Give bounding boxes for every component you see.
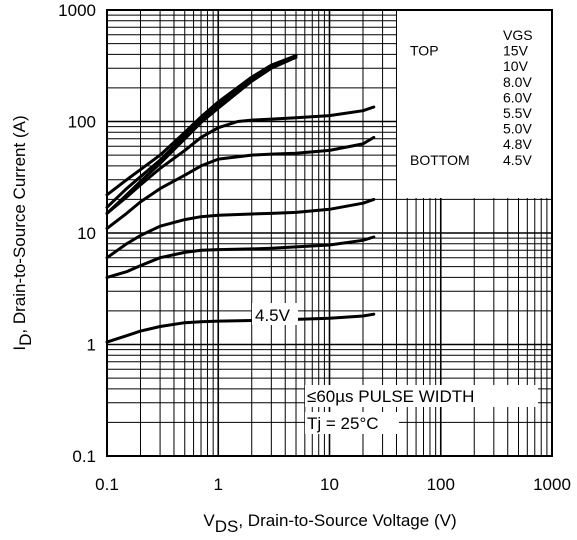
legend-entry: 4.5V [503, 152, 532, 168]
x-tick-label: 1 [214, 475, 223, 494]
legend-entry: 5.5V [503, 105, 532, 121]
legend: VGS TOP BOTTOM 15V10V8.0V6.0V5.5V5.0V4.8… [410, 27, 533, 168]
x-tick-label: 1000 [533, 475, 571, 494]
series-label-bg [252, 303, 298, 325]
y-axis-label: ID, Drain-to-Source Current (A) [10, 115, 35, 350]
y-tick-label: 1 [87, 336, 96, 355]
legend-box [397, 11, 551, 198]
x-axis-label: VDS, Drain-to-Source Voltage (V) [203, 511, 456, 536]
series-label-layer: 4.5V [252, 303, 298, 325]
series-label-4-5v: 4.5V [255, 306, 291, 325]
series-line-8-0v [105, 58, 293, 215]
tj-annotation: Tj = 25°C [307, 414, 379, 433]
series-line-5-5v [105, 135, 376, 230]
series-line-4-8v [105, 235, 376, 279]
y-tick-label: 0.1 [72, 447, 96, 466]
legend-entry: 8.0V [503, 74, 532, 90]
series-line-10v [105, 56, 298, 209]
series-lines [105, 54, 376, 344]
plot-frame [106, 9, 553, 457]
legend-entry: 4.8V [503, 136, 532, 152]
y-tick-label: 1000 [58, 1, 96, 20]
legend-top-label: TOP [410, 43, 439, 59]
pulse-annotation-bg [305, 385, 538, 407]
legend-entry: 15V [503, 43, 529, 59]
legend-entry: 10V [503, 58, 529, 74]
x-tick-label: 0.1 [95, 475, 119, 494]
series-line-4-5v [105, 312, 376, 344]
legend-entry: 6.0V [503, 89, 532, 105]
tj-annotation-bg [305, 412, 399, 434]
y-tick-label: 100 [68, 113, 96, 132]
legend-entry: 5.0V [503, 121, 532, 137]
pulse-width-annotation: ≤60µs PULSE WIDTH [307, 387, 474, 406]
legend-bottom-label: BOTTOM [410, 152, 470, 168]
annotations: ≤60µs PULSE WIDTH Tj = 25°C [305, 385, 538, 434]
series-line-5-0v [105, 197, 376, 260]
legend-header: VGS [503, 27, 533, 43]
series-line-6-0v [105, 105, 376, 215]
x-tick-label: 10 [320, 475, 339, 494]
x-tick-label: 100 [427, 475, 455, 494]
tick-labels: 0.1 1 10 100 1000 0.1 1 10 100 1000 [58, 1, 571, 494]
y-tick-label: 10 [77, 224, 96, 243]
